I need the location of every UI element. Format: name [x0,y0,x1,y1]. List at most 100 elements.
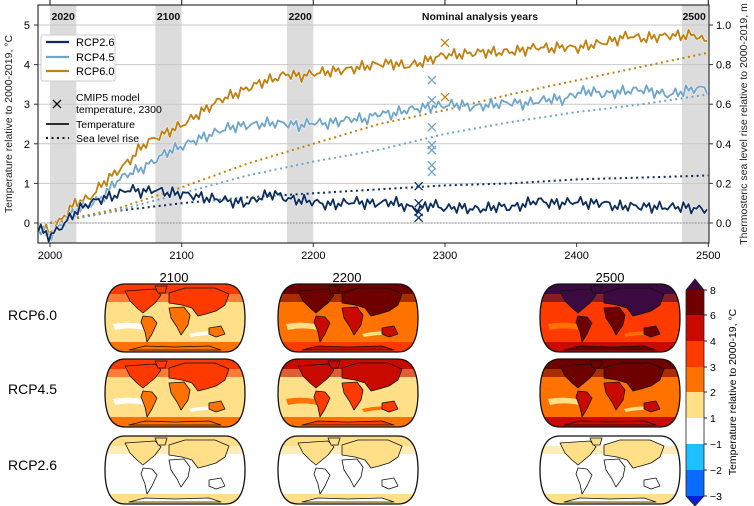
colorbar-extend-top [686,279,704,290]
continent-greenland [327,437,341,446]
y-right-tick-label: 0.8 [716,60,731,72]
colorbar-tick-label: 4 [710,336,716,348]
y-tick-label: 5 [24,20,30,32]
continent-eurasia [603,439,665,469]
continent-greenland [154,285,168,294]
continent-north-america [559,288,597,314]
continent-antarctica [128,345,222,351]
colorbar-tick-label: 8 [710,285,716,297]
cmip5-marker-RCP4.5 [427,122,437,132]
continent-eurasia [341,287,403,317]
temperature-sea-level-chart: 2020 2100 2200 2500 0 1 2 3 4 5 0.0 0.2 0.4 0.6 0.8 1.… [3,0,750,262]
y-right-tick-label: 0.2 [716,178,731,190]
row-label-rcp60: RCP6.0 [8,307,57,323]
continent-north-america [124,440,162,466]
continent-north-america [124,363,162,389]
continent-south-america [140,467,158,495]
sea-level-line-RCP4.5 [49,93,709,224]
continent-africa [603,381,626,411]
analysis-band-label: 2200 [288,11,312,23]
continent-australia [643,477,661,490]
continent-australia [643,325,661,338]
continent-africa [341,458,364,488]
continent-antarctica [128,420,222,426]
continent-eurasia [168,287,230,317]
cmip5-marker-RCP4.5 [427,75,437,85]
warming-map-RCP4.5-2500 [539,358,681,428]
x-tick-label: 2200 [301,250,325,262]
warming-map-RCP4.5-2200 [277,358,419,428]
continent-antarctica [301,345,395,351]
plot-frame [37,4,710,244]
continent-africa [603,458,626,488]
y-tick-label: 3 [24,99,30,111]
row-label-rcp26: RCP2.6 [8,457,57,473]
continent-north-america [297,440,335,466]
colorbar-label: Temperature relative to 2000-19, °C [727,308,739,475]
column-title-2100: 2100 [160,270,189,285]
colorbar-level [686,341,704,367]
continent-south-america [575,390,593,418]
continent-eurasia [603,287,665,317]
x-tick-label: 2100 [169,250,193,262]
colorbar-tick-label: 3 [710,362,716,374]
colorbar-tick-label: 2 [710,387,716,399]
colorbar-level [686,315,704,341]
continent-eurasia [341,439,403,469]
continent-greenland [589,360,603,369]
continent-africa [168,381,191,411]
row-label-rcp45: RCP4.5 [8,381,57,397]
continent-south-america [140,315,158,343]
temperature-line-RCP6.0 [37,29,708,235]
cross-marker-icon [52,99,62,109]
cmip5-marker-RCP6.0 [440,38,450,48]
y-tick-label: 4 [24,60,30,72]
warming-map-RCP2.6-2500 [539,435,681,505]
continent-australia [381,325,399,338]
column-title-2500: 2500 [596,270,625,285]
legend-label-sea-level: Sea level rise [76,133,139,145]
colorbar-tick-label: −3 [710,491,722,503]
continent-africa [603,306,626,336]
cmip5-marker-RCP6.0 [440,92,450,102]
continent-south-america [140,390,158,418]
analysis-band-label: 2020 [51,11,75,23]
continent-antarctica [563,420,657,426]
continent-greenland [589,437,603,446]
y-right-tick-label: 0.6 [716,99,731,111]
colorbar: 8 6 4 3 2 1 −1 −2 −3 [685,278,722,506]
legend-label-cmip5-line2: temperature, 2300 [76,104,162,116]
bands-title: Nominal analysis years [422,11,538,23]
y-axis-right-label: Thermosteric sea level rise relative to … [738,3,750,245]
continent-africa [168,458,191,488]
continent-australia [208,400,226,413]
map-outline [104,283,246,353]
continent-north-america [297,363,335,389]
analysis-band-2500 [681,5,709,243]
continent-eurasia [341,362,403,392]
continent-greenland [327,360,341,369]
warming-map-RCP6.0-2200 [277,283,419,353]
cmip5-marker-RCP2.6 [414,198,424,208]
legend-label-rcp60: RCP6.0 [76,66,115,78]
continent-australia [381,477,399,490]
cmip5-marker-RCP2.6 [414,181,424,191]
map-outline [539,358,681,428]
continent-antarctica [128,497,222,503]
y-tick-label: 0 [24,218,30,230]
y-right-tick-label: 1.0 [716,20,731,32]
colorbar-tick-label: −1 [710,439,722,451]
continent-australia [381,400,399,413]
colorbar-tick-label: 1 [710,413,716,425]
continent-africa [341,306,364,336]
x-tick-label: 2000 [38,250,62,262]
continent-antarctica [301,497,395,503]
colorbar-level [686,418,704,444]
cmip5-marker-RCP4.5 [427,95,437,105]
colorbar-extend-bottom [686,496,704,506]
legend-label-cmip5-line1: CMIP5 model [76,92,140,104]
continent-south-america [313,390,331,418]
legend-label-rcp26: RCP2.6 [76,37,115,49]
y-right-tick-label: 0.4 [716,139,731,151]
continent-australia [643,400,661,413]
